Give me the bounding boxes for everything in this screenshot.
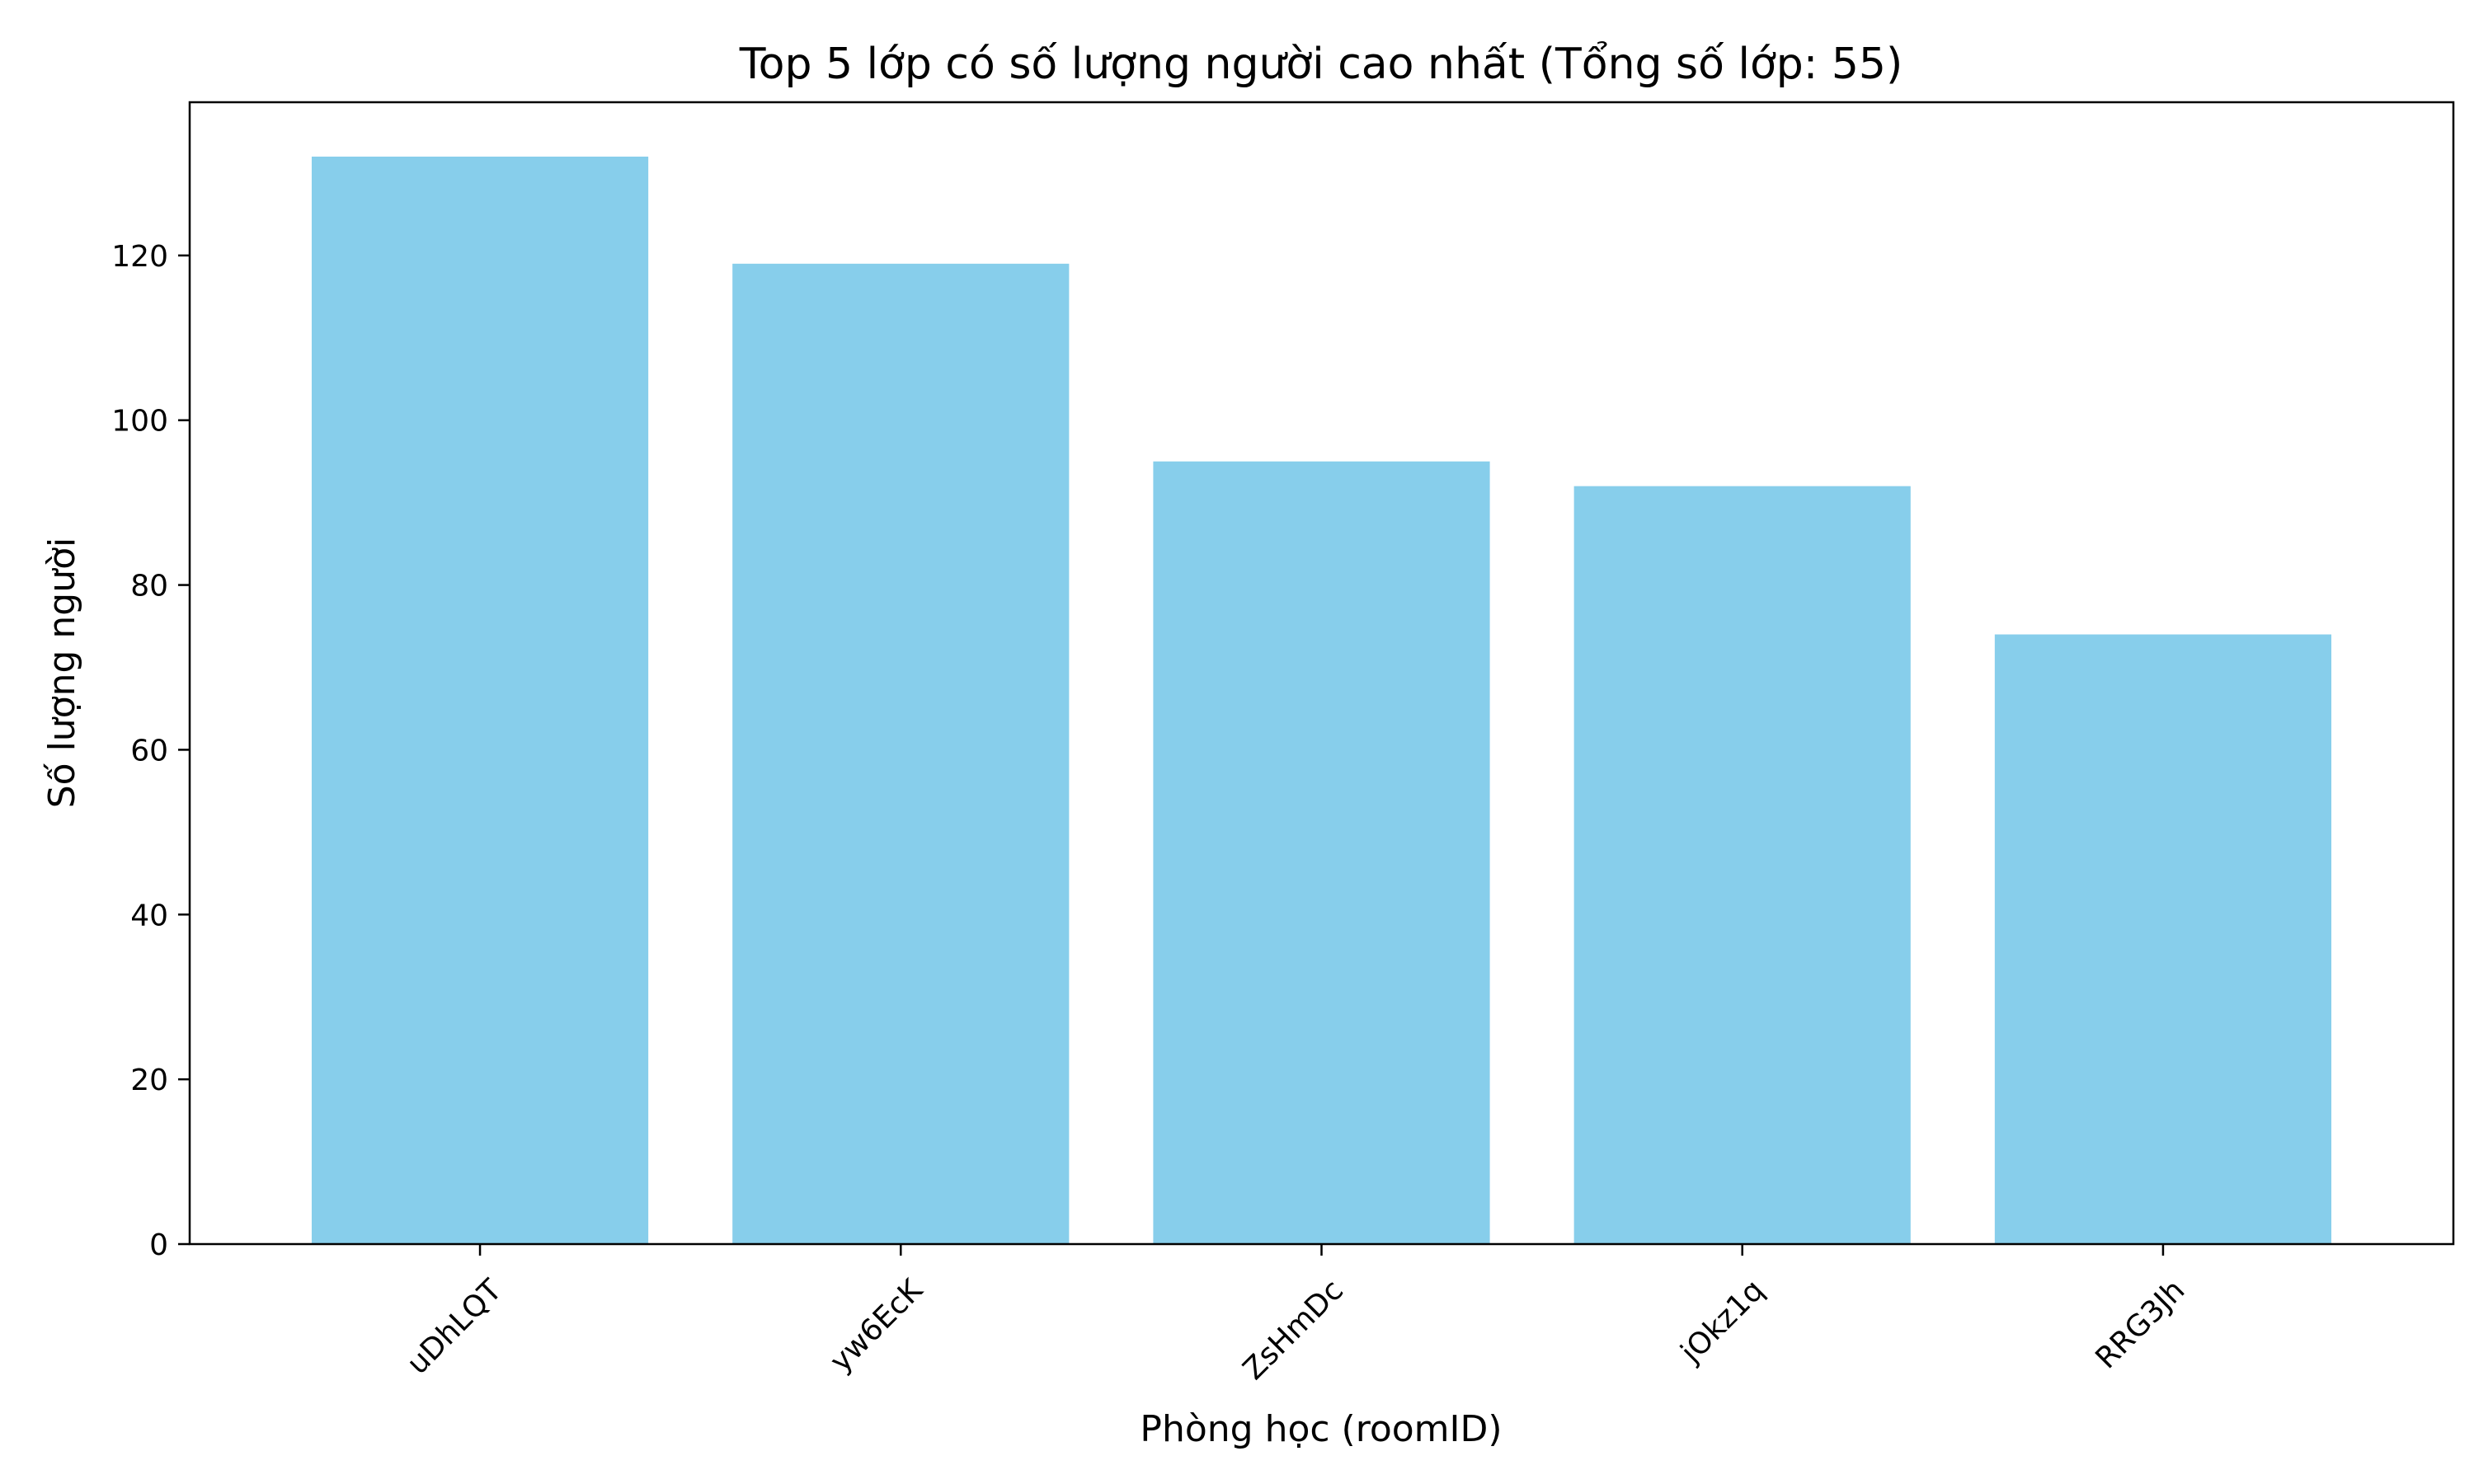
y-tick-label: 0: [149, 1228, 168, 1262]
bars-group: [311, 156, 2332, 1244]
x-axis-label: Phòng học (roomID): [1140, 1408, 1502, 1450]
x-axis-ticks: uDhLQT yw6EcK ZsHmDc jOkz1q RRG3Jh: [401, 1244, 2191, 1387]
bar-RRG3Jh: [1994, 634, 2332, 1244]
y-tick-label: 40: [130, 899, 168, 932]
x-tick-label: ZsHmDc: [1237, 1273, 1350, 1386]
x-tick-label: jOkz1q: [1674, 1273, 1771, 1369]
y-tick-label: 80: [130, 570, 168, 603]
bar-uDhLQT: [311, 156, 649, 1244]
y-tick-label: 120: [111, 240, 168, 274]
chart-title: Top 5 lớp có số lượng người cao nhất (Tổ…: [739, 40, 1903, 89]
plot-frame: [188, 101, 2455, 1246]
x-tick-label: yw6EcK: [824, 1272, 930, 1378]
bar-ZsHmDc: [1153, 461, 1490, 1244]
x-tick-label: RRG3Jh: [2089, 1273, 2191, 1375]
y-axis-ticks: 0 20 40 60 80 100 120: [111, 240, 190, 1262]
y-tick-label: 60: [130, 734, 168, 768]
y-axis-label: Số lượng người: [41, 538, 83, 809]
bar-jOkz1q: [1573, 486, 1911, 1244]
x-tick-label: uDhLQT: [401, 1273, 509, 1381]
bar-yw6EcK: [732, 263, 1070, 1244]
y-tick-label: 20: [130, 1064, 168, 1097]
y-tick-label: 100: [111, 405, 168, 439]
